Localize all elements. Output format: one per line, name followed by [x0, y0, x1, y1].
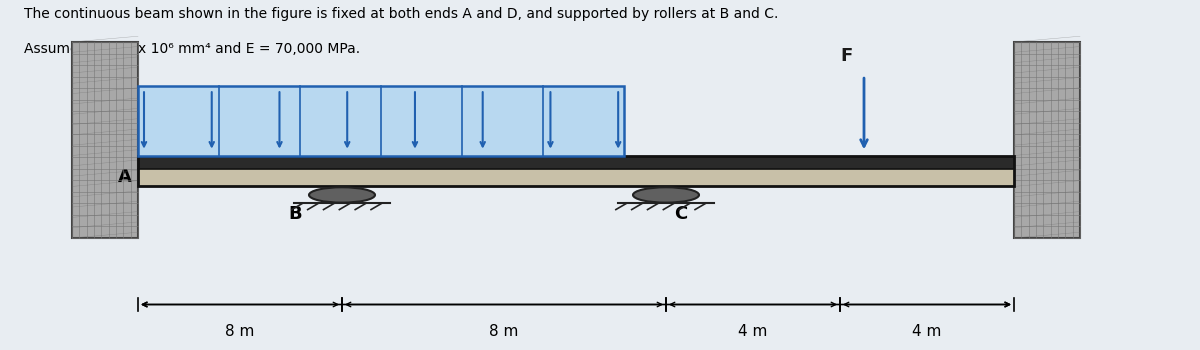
Text: Assume I = 800 x 10⁶ mm⁴ and E = 70,000 MPa.: Assume I = 800 x 10⁶ mm⁴ and E = 70,000 … [24, 42, 360, 56]
Bar [138, 156, 1014, 186]
Ellipse shape [308, 187, 374, 203]
Text: The continuous beam shown in the figure is fixed at both ends A and D, and suppo: The continuous beam shown in the figure … [24, 7, 779, 21]
Text: A: A [118, 168, 132, 186]
Text: 8 m: 8 m [490, 324, 518, 339]
Text: D: D [994, 168, 1008, 186]
Text: 8 m: 8 m [226, 324, 254, 339]
Ellipse shape [634, 187, 700, 203]
Text: C: C [674, 205, 688, 223]
Bar [72, 42, 138, 238]
Bar [138, 169, 1014, 186]
Bar [138, 156, 1014, 169]
Text: 4 m: 4 m [738, 324, 768, 339]
Bar [1014, 42, 1080, 238]
Text: F: F [840, 47, 852, 65]
Text: 4 m: 4 m [912, 324, 942, 339]
Text: B: B [289, 205, 302, 223]
Bar [138, 86, 624, 156]
Text: W₁: W₁ [367, 110, 395, 128]
